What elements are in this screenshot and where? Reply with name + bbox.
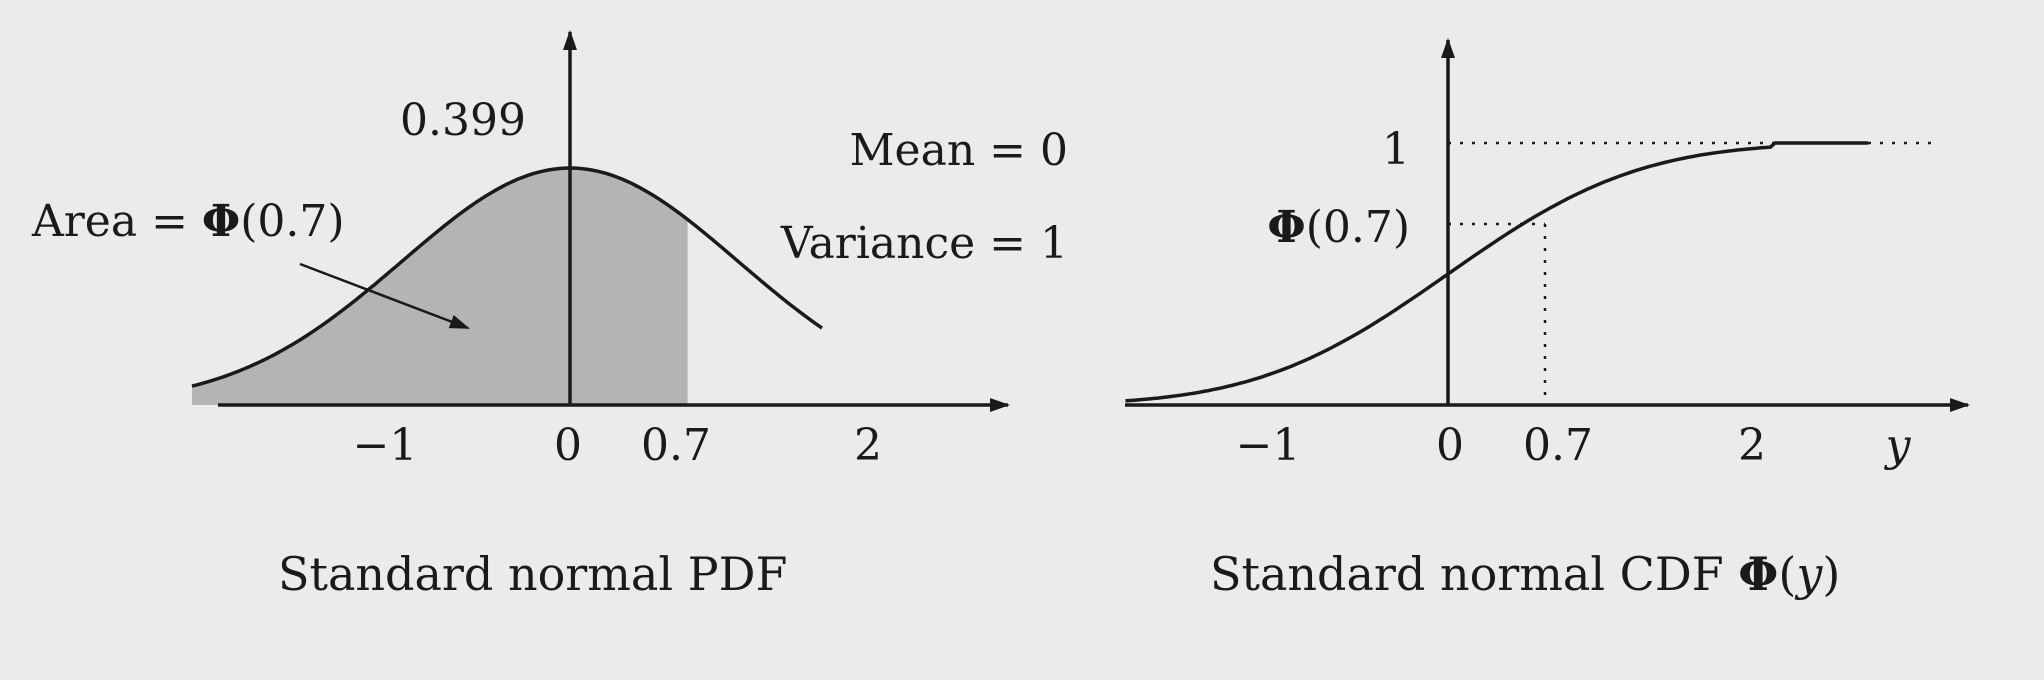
cdf-tick-minus-1: −1 [1236, 420, 1301, 471]
pdf-mean-label: Mean = 0 [850, 125, 1069, 176]
pdf-caption: Standard normal PDF [278, 547, 787, 601]
cdf-phi-symbol: Φ [1267, 202, 1305, 253]
cdf-panel: 1 Φ(0.7) −1 0 0.7 2 y Standard normal CD… [1125, 38, 1970, 601]
pdf-shaded-area [192, 168, 688, 405]
area-label-phi: Φ [202, 196, 240, 247]
cdf-tick-0: 0 [1436, 420, 1464, 471]
cdf-caption-open: ( [1778, 547, 1796, 601]
cdf-caption-phi: Φ [1738, 547, 1778, 601]
cdf-axis-variable-y: y [1884, 420, 1912, 471]
cdf-phi-arg: (0.7) [1306, 202, 1410, 253]
area-pointer-arrow [299, 262, 470, 330]
pdf-area-label: Area = Φ(0.7) [31, 196, 345, 247]
cdf-caption-var: y [1794, 547, 1823, 601]
cdf-tick-0-7: 0.7 [1523, 420, 1593, 471]
cdf-level-one-label: 1 [1382, 124, 1410, 175]
cdf-caption-close: ) [1822, 547, 1840, 601]
cdf-caption: Standard normal CDF Φ(y) [1210, 547, 1840, 601]
area-label-arg: (0.7) [240, 196, 344, 247]
pdf-curve [191, 166, 824, 388]
pdf-panel: 0.399 Area = Φ(0.7) Mean = 0 Variance = … [31, 30, 1069, 601]
pdf-peak-label: 0.399 [400, 95, 526, 146]
cdf-tick-2: 2 [1738, 420, 1766, 471]
pdf-tick-0: 0 [554, 420, 582, 471]
pdf-tick-2: 2 [854, 420, 882, 471]
area-label-prefix: Area = [31, 196, 202, 247]
cdf-curve [1125, 141, 1868, 403]
cdf-caption-text: Standard normal CDF [1210, 547, 1738, 601]
cdf-phi-label: Φ(0.7) [1267, 202, 1410, 253]
pdf-tick-minus-1: −1 [353, 420, 418, 471]
pdf-variance-label: Variance = 1 [780, 218, 1068, 269]
pdf-tick-0-7: 0.7 [641, 420, 711, 471]
